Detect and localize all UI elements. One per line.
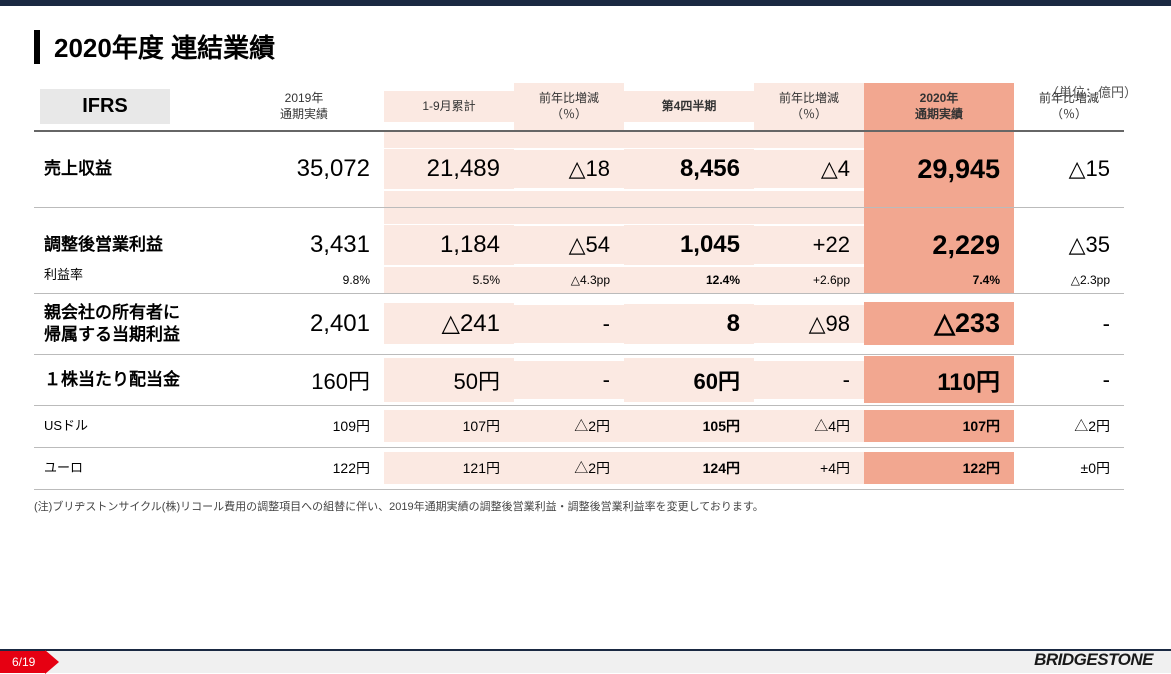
- col-fy2020: 2020年 通期実績: [864, 83, 1014, 130]
- col-fy2019: 2019年 通期実績: [224, 83, 384, 130]
- row-adjop-label: 調整後営業利益: [34, 226, 224, 264]
- col-q4-yoy: 前年比増減 （％）: [754, 83, 864, 130]
- financial-table: IFRS 2019年 通期実績 1-9月累計 前年比増減 （％） 第4四半期 前…: [34, 83, 1137, 490]
- unit-note: （単位：億円）: [1046, 82, 1137, 101]
- row-margin-label: 利益率: [34, 267, 224, 292]
- rev-2019: 35,072: [224, 149, 384, 189]
- spacer: [34, 132, 1124, 148]
- page-arrow-icon: [45, 650, 59, 674]
- brand-logo: BRIDGESTONE: [1034, 650, 1153, 670]
- rev-fy-yoy: △15: [1014, 150, 1124, 188]
- row-revenue-label: 売上収益: [34, 150, 224, 188]
- page-number: 6/19: [0, 651, 45, 673]
- page-title: 2020年度 連結業績: [54, 28, 275, 65]
- footer: 6/19 BRIDGESTONE: [0, 649, 1171, 673]
- page-indicator: 6/19: [0, 651, 59, 673]
- col-ytd-yoy: 前年比増減 （％）: [514, 83, 624, 130]
- col-ytd: 1-9月累計: [384, 91, 514, 123]
- rev-2020: 29,945: [864, 148, 1014, 191]
- row-usd-label: USドル: [34, 406, 224, 447]
- title-accent: [34, 30, 40, 64]
- row-eur-label: ユーロ: [34, 448, 224, 489]
- row-profit-label: 親会社の所有者に 帰属する当期利益: [34, 294, 224, 354]
- rev-ytd-yoy: △18: [514, 150, 624, 188]
- col-q4: 第4四半期: [624, 91, 754, 123]
- footnote: (注)ブリヂストンサイクル(株)リコール費用の調整項目への組替に伴い、2019年…: [34, 498, 1171, 514]
- rev-ytd: 21,489: [384, 149, 514, 189]
- ifrs-badge: IFRS: [40, 89, 170, 124]
- row-dps-label: １株当たり配当金: [34, 355, 224, 405]
- title-row: 2020年度 連結業績: [34, 28, 1137, 65]
- slide-content: 2020年度 連結業績 （単位：億円） IFRS 2019年 通期実績 1-9月…: [0, 6, 1171, 490]
- rev-q4: 8,456: [624, 149, 754, 189]
- rev-q4-yoy: △4: [754, 150, 864, 188]
